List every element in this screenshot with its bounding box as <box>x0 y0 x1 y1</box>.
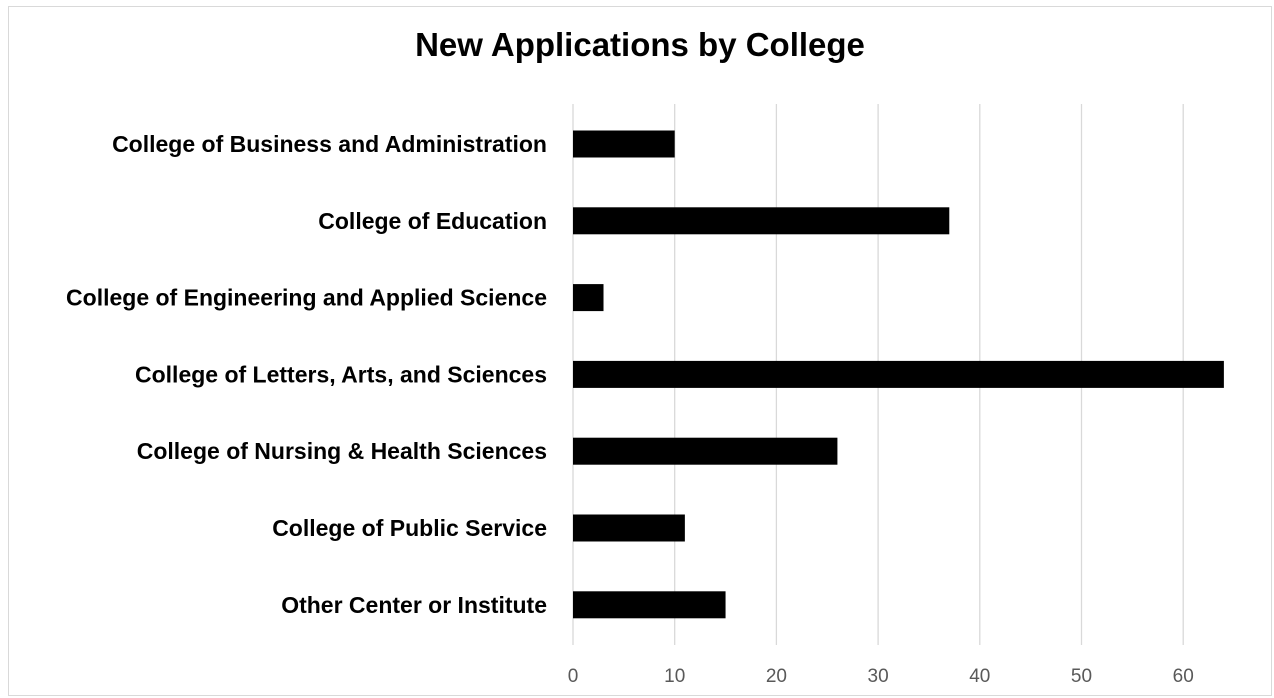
bar <box>573 514 685 542</box>
bar <box>573 284 604 312</box>
category-label: College of Nursing & Health Sciences <box>137 438 547 464</box>
bar <box>573 130 675 158</box>
bar <box>573 591 726 619</box>
x-tick-label: 30 <box>868 666 889 687</box>
x-tick-label: 20 <box>766 666 787 687</box>
bar <box>573 437 838 465</box>
x-tick-label: 10 <box>664 666 685 687</box>
category-label: College of Letters, Arts, and Sciences <box>135 361 547 387</box>
category-label: College of Public Service <box>272 515 547 541</box>
category-labels: College of Business and Administration Co… <box>66 131 547 618</box>
x-axis-tick-labels: 0 10 20 30 40 50 60 <box>568 666 1194 687</box>
bar <box>573 207 950 235</box>
category-label: College of Engineering and Applied Scien… <box>66 285 547 311</box>
x-tick-label: 60 <box>1173 666 1194 687</box>
bar <box>573 360 1224 388</box>
x-tick-label: 40 <box>969 666 990 687</box>
x-tick-label: 50 <box>1071 666 1092 687</box>
category-label: Other Center or Institute <box>281 592 547 618</box>
chart-frame <box>8 6 1272 696</box>
category-label: College of Education <box>318 208 547 234</box>
category-label: College of Business and Administration <box>112 131 547 157</box>
chart-title: New Applications by College <box>415 26 865 63</box>
bars <box>573 130 1224 619</box>
x-tick-label: 0 <box>568 666 579 687</box>
